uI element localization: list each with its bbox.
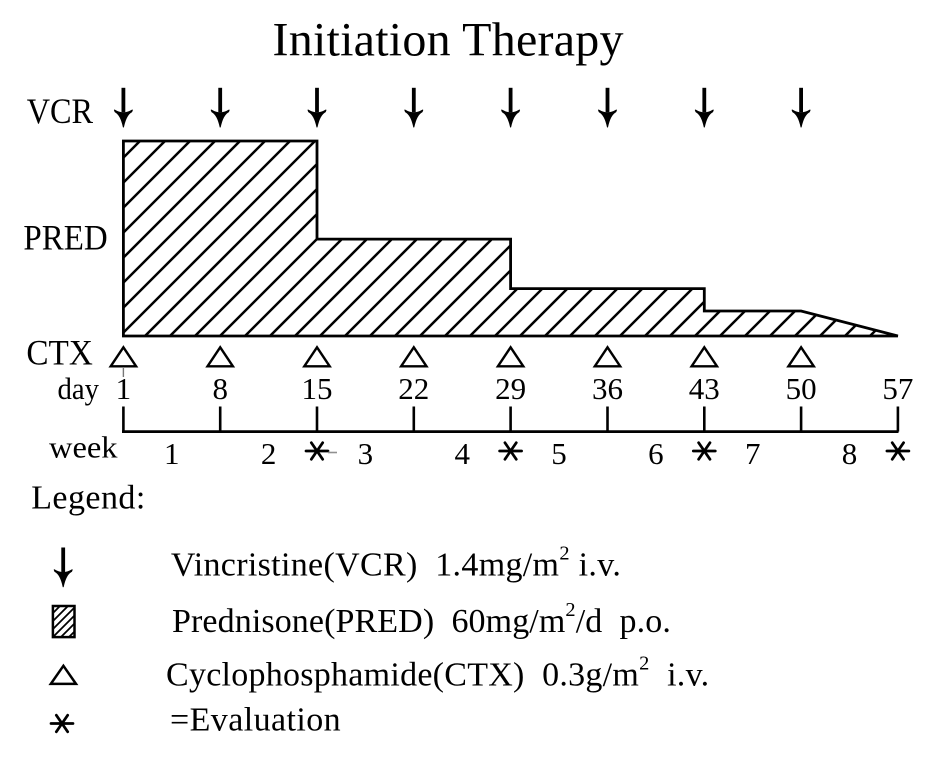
svg-text:Initiation Therapy: Initiation Therapy bbox=[273, 14, 624, 67]
svg-text:36: 36 bbox=[592, 371, 623, 406]
svg-text:3: 3 bbox=[358, 436, 374, 471]
svg-text:29: 29 bbox=[495, 371, 526, 406]
svg-text:57: 57 bbox=[882, 371, 913, 406]
svg-text:6: 6 bbox=[648, 436, 664, 471]
svg-text:=Evaluation: =Evaluation bbox=[170, 701, 341, 738]
svg-text:CTX: CTX bbox=[26, 332, 92, 372]
svg-text:5: 5 bbox=[551, 436, 567, 471]
svg-text:2: 2 bbox=[261, 436, 277, 471]
svg-text:Cyclophosphamide(CTX) 0.3g/m2: Cyclophosphamide(CTX) 0.3g/m2 i.v. bbox=[166, 653, 709, 694]
svg-text:22: 22 bbox=[398, 371, 429, 406]
svg-text:week: week bbox=[49, 430, 118, 465]
svg-text:1: 1 bbox=[164, 436, 180, 471]
svg-text:8: 8 bbox=[842, 436, 858, 471]
svg-text:VCR: VCR bbox=[27, 91, 93, 131]
svg-text:7: 7 bbox=[745, 436, 761, 471]
svg-text:1: 1 bbox=[116, 371, 132, 406]
svg-text:15: 15 bbox=[302, 371, 333, 406]
svg-text:Legend:: Legend: bbox=[31, 480, 146, 517]
svg-text:day: day bbox=[58, 371, 100, 406]
svg-text:Vincristine(VCR) 1.4mg/m2 i.v: Vincristine(VCR) 1.4mg/m2 i.v. bbox=[171, 543, 621, 584]
svg-text:50: 50 bbox=[786, 371, 817, 406]
svg-text:43: 43 bbox=[689, 371, 720, 406]
svg-text:4: 4 bbox=[454, 436, 470, 471]
svg-text:PRED: PRED bbox=[23, 218, 107, 258]
svg-text:Prednisone(PRED) 60mg/m2/d p: Prednisone(PRED) 60mg/m2/d p.o. bbox=[172, 599, 671, 640]
svg-text:8: 8 bbox=[212, 371, 228, 406]
